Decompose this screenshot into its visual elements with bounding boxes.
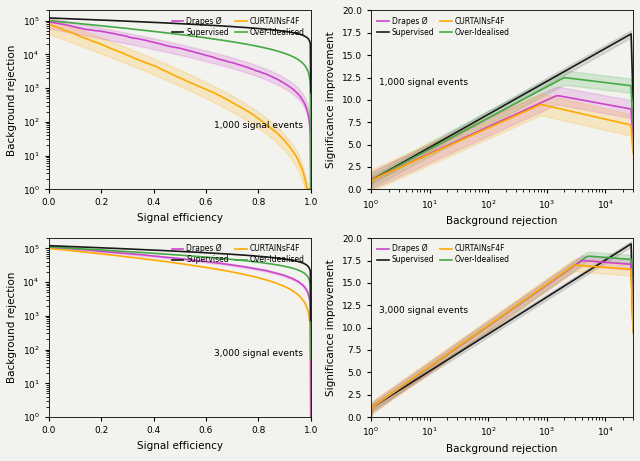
Text: 1,000 signal events: 1,000 signal events — [214, 121, 303, 130]
X-axis label: Signal efficiency: Signal efficiency — [137, 213, 223, 223]
X-axis label: Signal efficiency: Signal efficiency — [137, 441, 223, 451]
X-axis label: Background rejection: Background rejection — [446, 216, 557, 226]
Y-axis label: Significance improvement: Significance improvement — [326, 31, 336, 168]
Legend: Drapes Ø, Supervised, CURTAINsF4F, Over-Idealised: Drapes Ø, Supervised, CURTAINsF4F, Over-… — [170, 242, 307, 266]
Legend: Drapes Ø, Supervised, CURTAINsF4F, Over-Idealised: Drapes Ø, Supervised, CURTAINsF4F, Over-… — [375, 14, 512, 39]
Legend: Drapes Ø, Supervised, CURTAINsF4F, Over-Idealised: Drapes Ø, Supervised, CURTAINsF4F, Over-… — [375, 242, 512, 266]
Text: 1,000 signal events: 1,000 signal events — [379, 78, 468, 88]
Text: 3,000 signal events: 3,000 signal events — [214, 349, 303, 358]
Y-axis label: Background rejection: Background rejection — [7, 272, 17, 383]
Legend: Drapes Ø, Supervised, CURTAINsF4F, Over-Idealised: Drapes Ø, Supervised, CURTAINsF4F, Over-… — [170, 14, 307, 39]
Y-axis label: Background rejection: Background rejection — [7, 44, 17, 155]
X-axis label: Background rejection: Background rejection — [446, 444, 557, 454]
Text: 3,000 signal events: 3,000 signal events — [379, 306, 468, 315]
Y-axis label: Significance improvement: Significance improvement — [326, 259, 336, 396]
